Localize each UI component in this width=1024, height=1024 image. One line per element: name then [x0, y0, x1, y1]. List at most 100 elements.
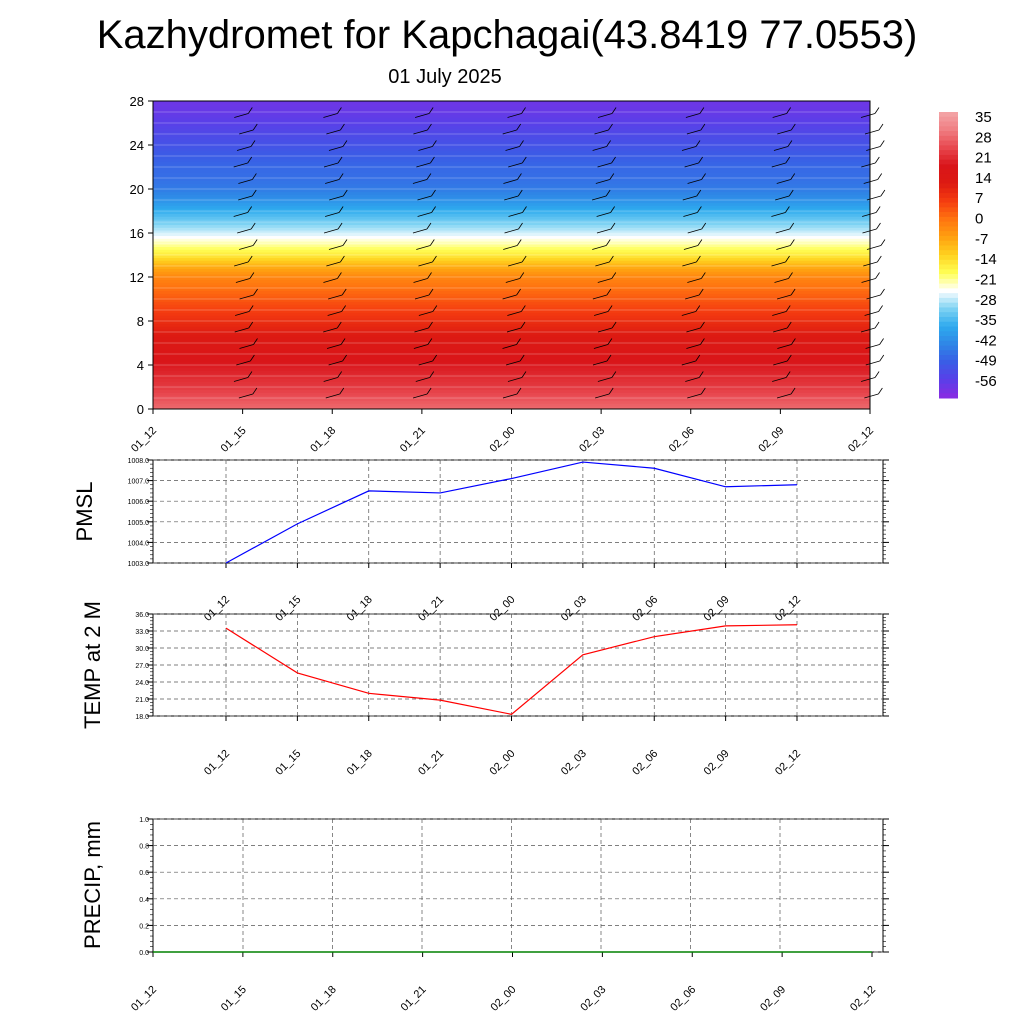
wind-barb-flag — [786, 107, 791, 114]
wind-barb — [328, 146, 344, 151]
x-tick-label: 02_12 — [773, 594, 803, 624]
wind-barb-flag — [876, 255, 882, 263]
section-band — [153, 169, 870, 173]
wind-barb — [239, 344, 254, 349]
x-tick-label: 01_12 — [202, 594, 232, 624]
section-band — [153, 117, 870, 121]
wind-barb-flag — [337, 222, 343, 230]
colorbar-segment — [939, 231, 958, 237]
section-band — [153, 251, 870, 256]
wind-barb-flag — [247, 107, 253, 114]
x-tick-label: 01_12 — [129, 984, 159, 1014]
wind-barb-flag — [252, 239, 258, 246]
y-tick-label: 30.0 — [135, 646, 149, 653]
y-tick-label: 1007.0 — [128, 479, 150, 486]
section-band — [153, 342, 870, 347]
wind-barb — [592, 360, 608, 366]
colorbar-segment — [939, 183, 958, 189]
wind-barb-flag — [700, 321, 705, 329]
wind-barb — [234, 327, 249, 333]
wind-barb — [323, 278, 338, 283]
section-band — [153, 141, 870, 146]
wind-barb-flag — [516, 288, 521, 296]
wind-barb — [235, 311, 250, 316]
wind-barb — [329, 195, 344, 201]
wind-barb — [417, 195, 432, 201]
wind-barb-flag — [253, 338, 258, 345]
wind-barb — [682, 195, 697, 201]
section-band — [153, 161, 870, 165]
colorbar-label: -56 — [975, 373, 997, 390]
colorbar-label: -14 — [975, 251, 997, 268]
x-tick-label: 02_03 — [559, 748, 589, 778]
wind-barb-flag — [431, 206, 436, 213]
section-band — [153, 268, 870, 272]
wind-barb-flag — [696, 255, 701, 263]
wind-barb-flag — [609, 173, 615, 180]
x-tick-label: 01_12 — [129, 425, 159, 455]
colorbar-segment — [939, 154, 958, 161]
wind-barb-flag — [337, 371, 343, 378]
wind-barb — [502, 393, 518, 399]
x-tick-label: 02_03 — [578, 984, 608, 1014]
wind-barb — [233, 212, 248, 217]
colorbar-label: -28 — [975, 292, 997, 309]
wind-barb-flag — [338, 173, 344, 180]
section-band — [153, 100, 870, 105]
wind-barb — [505, 278, 520, 283]
y-tick-label: 21.0 — [135, 697, 149, 704]
wind-barb-flag — [606, 354, 612, 362]
colorbar-segment — [939, 235, 958, 242]
section-band — [153, 163, 870, 168]
x-tick-label: 01_15 — [219, 425, 249, 455]
chart-subtitle: 01 July 2025 — [388, 66, 501, 88]
section-band — [153, 229, 870, 234]
x-tick-label: 02_12 — [848, 984, 878, 1014]
section-band — [153, 386, 870, 391]
colorbar-segment — [939, 369, 958, 375]
wind-barb-flag — [251, 189, 257, 197]
section-band — [153, 405, 870, 410]
wind-barb — [864, 393, 879, 399]
wind-barb-flag — [874, 371, 880, 378]
wind-barb — [597, 278, 612, 283]
wind-barb-flag — [875, 206, 881, 213]
wind-barb — [506, 360, 521, 366]
wind-barb-flag — [785, 371, 791, 378]
wind-barb — [233, 162, 248, 168]
wind-barb — [597, 377, 613, 382]
wind-barb-flag — [428, 321, 433, 329]
wind-barb — [865, 360, 880, 366]
wind-barb — [596, 212, 611, 217]
section-band — [153, 392, 870, 396]
wind-barb — [864, 129, 880, 135]
wind-barb-flag — [247, 255, 253, 263]
wind-barb-flag — [696, 189, 702, 197]
colorbar-label: -49 — [975, 353, 997, 370]
wind-barb-flag — [609, 255, 614, 263]
section-band — [153, 111, 870, 116]
wind-barb-flag — [875, 272, 880, 279]
wind-barb-flag — [252, 387, 258, 395]
colorbar-segment — [939, 288, 958, 294]
wind-barb — [681, 360, 696, 366]
wind-barb — [418, 311, 433, 316]
colorbar-label: -35 — [975, 312, 997, 329]
wind-barb-flag — [429, 239, 435, 246]
wind-barb — [323, 113, 338, 118]
y-tick-label: 20 — [130, 182, 144, 197]
x-tick-label: 01_21 — [398, 425, 428, 455]
colorbar-segment — [939, 374, 958, 380]
wind-barb — [592, 195, 607, 201]
wind-barb-flag — [701, 222, 707, 230]
wind-barb-flag — [432, 354, 438, 362]
y-tick-label: 16 — [130, 226, 144, 241]
wind-barb-flag — [874, 321, 880, 329]
wind-barb — [686, 327, 701, 333]
y-tick-label: 0.6 — [139, 870, 149, 877]
wind-barb — [862, 212, 877, 217]
wind-barb — [415, 377, 430, 382]
section-band — [153, 238, 870, 242]
section-band — [153, 130, 870, 135]
wind-barb-flag — [788, 189, 794, 197]
